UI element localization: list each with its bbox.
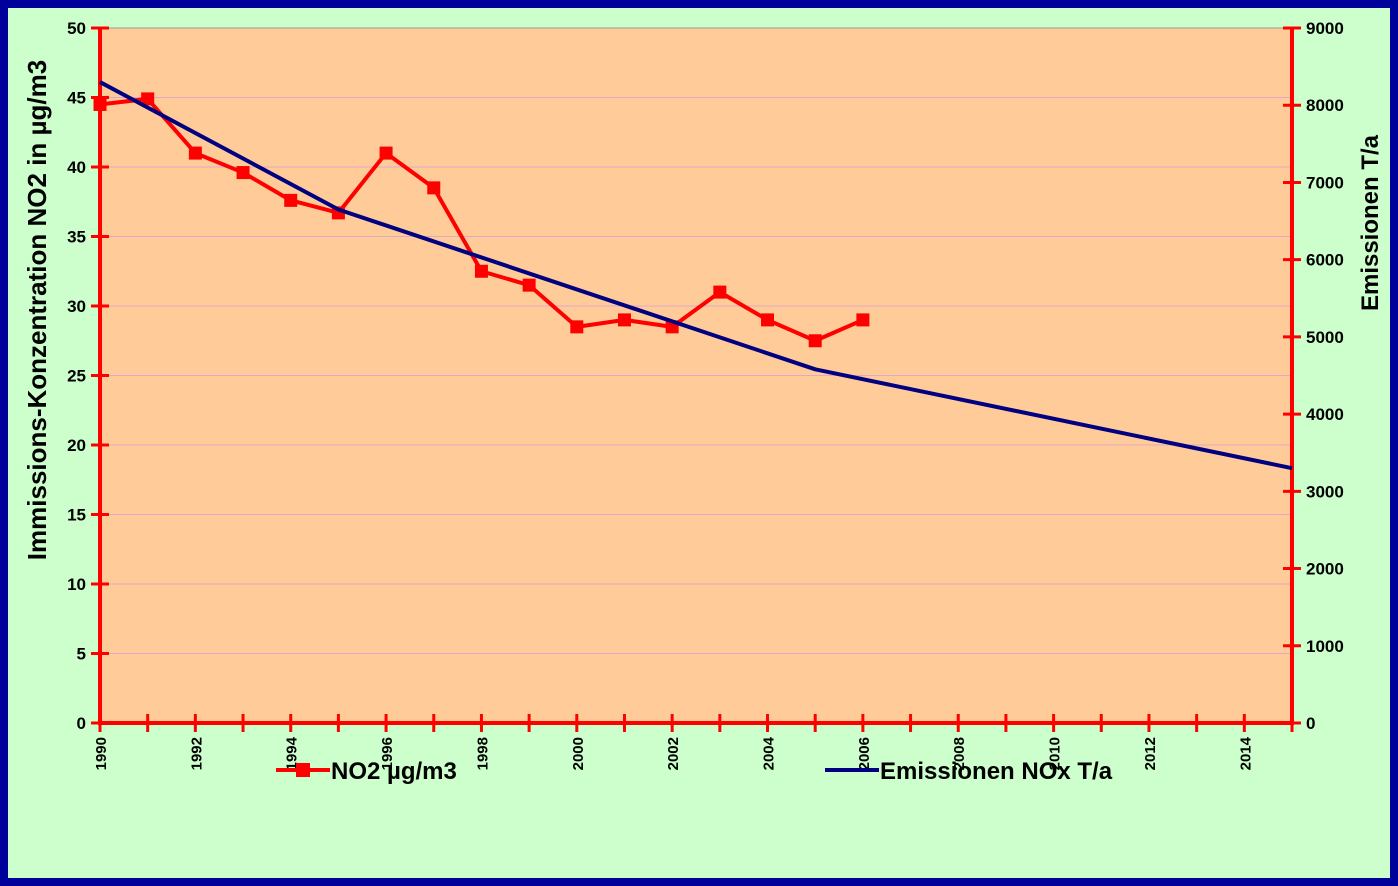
y-left-tick-label: 0 (77, 714, 86, 733)
y-left-tick-label: 35 (67, 228, 86, 247)
y-right-tick-label: 1000 (1306, 637, 1344, 656)
y-left-tick-label: 25 (67, 367, 86, 386)
x-tick-label: 1990 (93, 737, 110, 770)
data-point (570, 320, 584, 334)
x-tick-labels: 1990 1992 1994 1996 1998 2000 2002 2004 2006 2008… (93, 736, 1254, 770)
data-point (474, 264, 488, 278)
legend-marker-no2 (296, 763, 310, 777)
data-point (713, 285, 727, 299)
x-tick-label: 1994 (284, 736, 301, 770)
x-tick-label: 2004 (761, 736, 778, 770)
x-tick-label: 1996 (379, 737, 396, 770)
x-tick-label: 2010 (1047, 737, 1064, 770)
x-tick-label: 1992 (188, 737, 205, 770)
y-left-tick-label: 30 (67, 297, 86, 316)
series-group (93, 80, 1293, 471)
y-right-tick-label: 4000 (1306, 405, 1344, 424)
axes (91, 26, 1301, 732)
data-point (379, 146, 393, 160)
y-left-tick-label: 40 (67, 158, 86, 177)
x-tick-label: 2006 (856, 737, 873, 770)
data-point (617, 313, 631, 327)
y-right-tick-label: 5000 (1306, 328, 1344, 347)
y-right-tick-label: 3000 (1306, 482, 1344, 501)
y-right-tick-labels: 0 1000 2000 3000 4000 5000 6000 7000 8000 9000 (1306, 19, 1344, 733)
data-point (188, 146, 202, 160)
y-axis-left-label: Immissions-Konzentration NO2 in µg/m3 (22, 60, 52, 560)
data-point (808, 334, 822, 348)
legend: NO2 µg/m3 Emissionen NOx T/a (276, 758, 1113, 785)
data-point (93, 97, 107, 111)
x-tick-label: 2000 (570, 737, 587, 770)
line-chart: 1990 1992 1994 1996 1998 2000 2002 2004 2006 2008… (22, 19, 1384, 785)
y-left-tick-labels: 0 5 10 15 20 25 30 35 40 45 50 (67, 19, 86, 733)
y-right-tick-label: 8000 (1306, 96, 1344, 115)
data-point (522, 278, 536, 292)
y-right-tick-label: 6000 (1306, 251, 1344, 270)
y-axis-right-label: Emissionen T/a (1357, 134, 1384, 311)
y-left-tick-label: 5 (77, 645, 86, 664)
y-left-tick-label: 45 (67, 89, 86, 108)
y-left-tick-label: 50 (67, 19, 86, 38)
x-tick-label: 1998 (474, 737, 491, 770)
y-right-tick-label: 0 (1306, 714, 1315, 733)
y-left-tick-label: 20 (67, 436, 86, 455)
y-left-tick-label: 15 (67, 506, 86, 525)
legend-label-no2: NO2 µg/m3 (331, 758, 457, 785)
y-left-tick-label: 10 (67, 575, 86, 594)
data-point (141, 92, 155, 106)
data-point (236, 166, 250, 180)
data-point (761, 313, 775, 327)
y-right-tick-label: 9000 (1306, 19, 1344, 38)
x-tick-label: 2014 (1237, 736, 1254, 770)
data-point (284, 193, 298, 207)
x-tick-label: 2012 (1142, 737, 1159, 770)
series-line-1 (99, 80, 1293, 471)
chart-area: 1990 1992 1994 1996 1998 2000 2002 2004 2006 2008… (8, 8, 1390, 878)
legend-label-emissions: Emissionen NOx T/a (880, 758, 1113, 785)
x-tick-label: 2002 (665, 737, 682, 770)
data-point (427, 181, 441, 195)
x-tick-label: 2008 (951, 737, 968, 770)
data-point (856, 313, 870, 327)
y-right-tick-label: 2000 (1306, 560, 1344, 579)
gridlines (100, 27, 1292, 654)
y-right-tick-label: 7000 (1306, 173, 1344, 192)
